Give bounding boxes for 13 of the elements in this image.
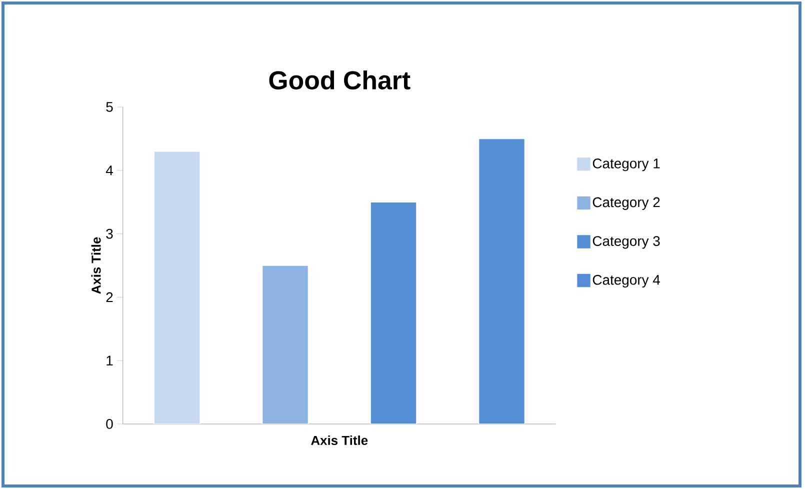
y-tick-label: 1 bbox=[106, 356, 113, 366]
legend-label: Category 1 bbox=[592, 158, 660, 172]
y-axis-title: Axis Title bbox=[91, 237, 101, 294]
y-tick-label: 0 bbox=[106, 419, 113, 429]
chart-title: Good Chart bbox=[269, 70, 410, 90]
legend-label: Category 4 bbox=[592, 274, 660, 288]
legend-label: Category 3 bbox=[592, 236, 660, 249]
y-tick-label: 3 bbox=[106, 228, 113, 239]
y-tick-label: 5 bbox=[106, 102, 113, 112]
x-axis-title: Axis Title bbox=[311, 436, 368, 446]
y-tick-label: 2 bbox=[106, 292, 113, 302]
legend-label: Category 2 bbox=[592, 197, 660, 210]
y-tick-label: 4 bbox=[106, 166, 113, 176]
